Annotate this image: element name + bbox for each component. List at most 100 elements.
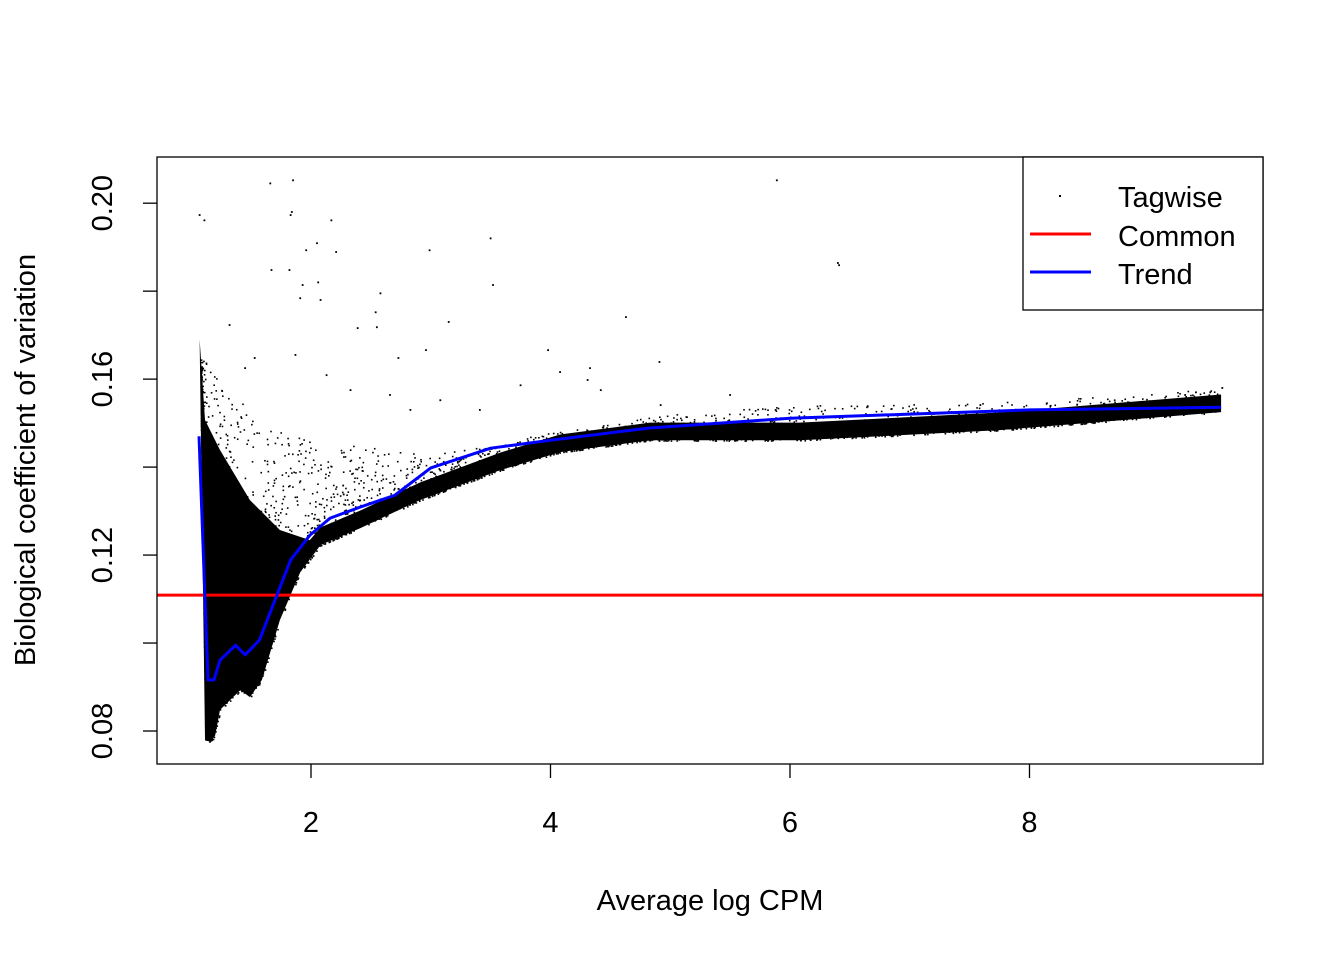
tagwise-point (204, 378, 207, 381)
tagwise-point (639, 418, 642, 421)
tagwise-point (1184, 394, 1187, 396)
tagwise-point (940, 416, 943, 419)
tagwise-point (274, 442, 277, 445)
tagwise-point (393, 475, 396, 477)
tagwise-point (428, 495, 430, 497)
tagwise-point (285, 526, 287, 528)
tagwise-point (349, 470, 351, 472)
tagwise-point (893, 404, 895, 407)
tagwise-point (202, 409, 204, 412)
tagwise-point (341, 452, 343, 454)
tagwise-point (435, 485, 437, 488)
tagwise-point (458, 464, 460, 466)
tagwise-point (279, 512, 282, 514)
tagwise-point (615, 444, 618, 446)
tagwise-point (236, 622, 239, 625)
tagwise-point (943, 422, 946, 425)
tagwise-point (226, 696, 228, 698)
tagwise-point (219, 485, 222, 487)
tagwise-point (206, 715, 209, 718)
tagwise-point (211, 530, 213, 532)
tagwise-point (1040, 426, 1042, 428)
tagwise-point (378, 503, 380, 505)
tagwise-point (701, 436, 704, 439)
tagwise-point (200, 391, 203, 393)
tagwise-point (215, 563, 217, 566)
tagwise-point (618, 437, 621, 440)
tagwise-point (240, 683, 243, 686)
tagwise-point (427, 496, 430, 499)
tagwise-point (291, 453, 294, 456)
tagwise-point (343, 456, 345, 458)
tagwise-point (207, 736, 210, 739)
tagwise-point (249, 517, 252, 520)
tagwise-point (289, 214, 292, 216)
tagwise-point (248, 589, 251, 592)
tagwise-point (788, 409, 791, 411)
tagwise-point (338, 502, 340, 505)
tagwise-point (277, 603, 280, 605)
tagwise-point (439, 469, 441, 471)
tagwise-point (834, 407, 836, 410)
tagwise-point (314, 513, 316, 516)
tagwise-point (512, 454, 515, 457)
tagwise-point (605, 446, 607, 448)
tagwise-point (341, 530, 344, 533)
tagwise-point (496, 451, 499, 453)
tagwise-point (1108, 419, 1110, 422)
tagwise-point (731, 436, 733, 439)
tagwise-point (966, 403, 969, 406)
tagwise-point (244, 496, 247, 498)
tagwise-point (910, 416, 912, 418)
tagwise-point (315, 449, 317, 452)
tagwise-point (378, 506, 381, 509)
tagwise-point (413, 453, 415, 455)
tagwise-point (781, 431, 783, 433)
tagwise-point (420, 479, 423, 482)
tagwise-point (838, 417, 841, 419)
tagwise-point (208, 405, 210, 408)
tagwise-point (292, 179, 294, 182)
tagwise-point (283, 540, 286, 543)
tagwise-point (270, 504, 272, 507)
tagwise-point (735, 424, 738, 427)
tagwise-point (236, 421, 239, 424)
legend-common-label: Common (1118, 221, 1236, 253)
tagwise-point (1146, 398, 1148, 401)
tagwise-point (314, 463, 316, 466)
tagwise-point (351, 502, 353, 505)
tagwise-point (631, 422, 633, 425)
tagwise-point (456, 461, 459, 463)
tagwise-point (569, 434, 572, 436)
tagwise-point (751, 439, 754, 442)
tagwise-point (599, 429, 602, 432)
tagwise-point (639, 439, 642, 442)
tagwise-point (212, 586, 215, 589)
tagwise-point (1034, 426, 1036, 429)
tagwise-point (757, 426, 759, 429)
tagwise-point (919, 420, 922, 422)
tagwise-point (200, 387, 203, 390)
tagwise-point (415, 481, 417, 484)
tagwise-point (213, 660, 216, 663)
tagwise-point (1183, 411, 1186, 414)
tagwise-point (362, 461, 365, 464)
tagwise-point (789, 437, 792, 440)
tagwise-point (745, 438, 748, 441)
tagwise-point (202, 440, 205, 442)
tagwise-point (295, 544, 298, 546)
tagwise-point (856, 405, 859, 408)
tagwise-point (929, 430, 931, 432)
tagwise-point (948, 431, 951, 434)
tagwise-point (661, 432, 664, 434)
tagwise-point (321, 542, 324, 544)
tagwise-point (316, 524, 319, 527)
tagwise-point (338, 536, 340, 539)
tagwise-point (211, 507, 214, 510)
tagwise-point (462, 479, 465, 481)
tagwise-point (269, 581, 271, 583)
tagwise-point (458, 460, 461, 463)
tagwise-point (211, 659, 214, 661)
tagwise-point (995, 430, 998, 432)
tagwise-point (320, 503, 323, 506)
